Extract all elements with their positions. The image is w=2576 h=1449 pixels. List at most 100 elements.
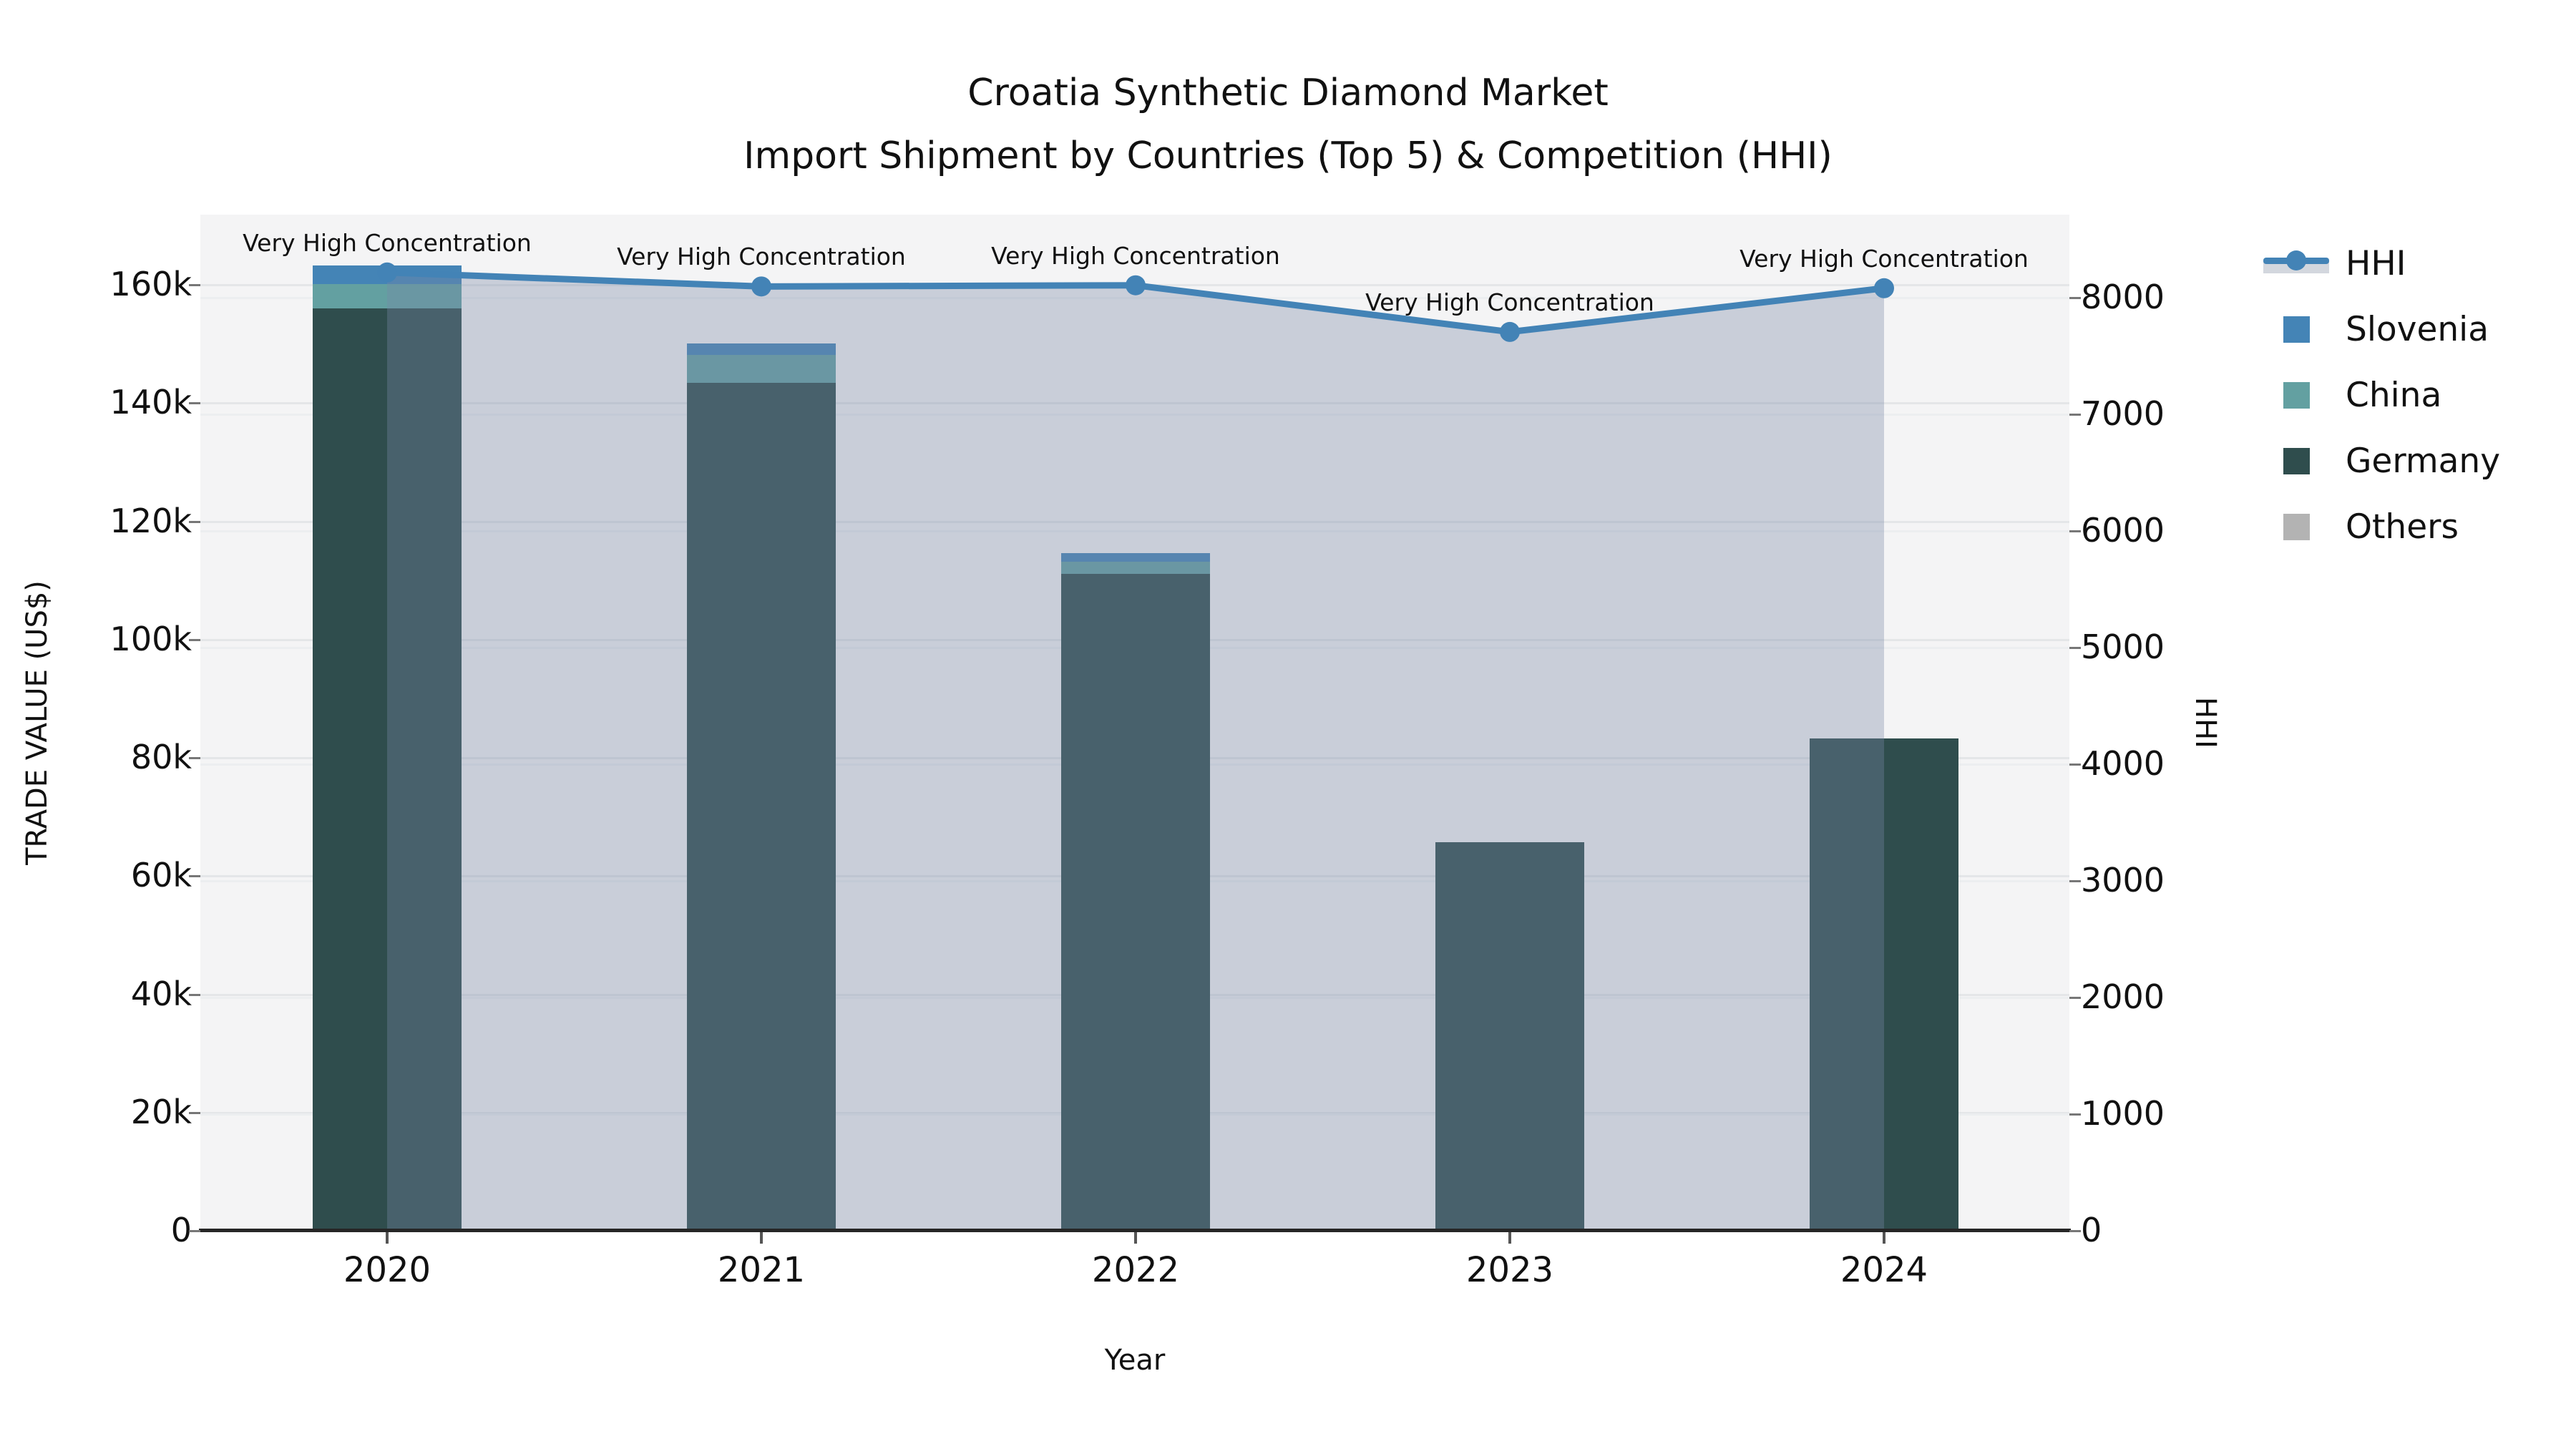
legend-hhi-marker-swatch	[2286, 250, 2306, 270]
x-axis-title: Year	[1104, 1344, 1166, 1377]
legend-swatch-germany	[2258, 447, 2334, 474]
gridline-right	[200, 297, 2075, 299]
y-left-tick-label: 40k	[130, 974, 192, 1013]
legend-color-swatch	[2283, 447, 2310, 474]
legend-swatch-others	[2258, 513, 2334, 540]
y-right-tickmark	[2069, 880, 2081, 882]
x-tickmark	[1883, 1232, 1885, 1244]
y-left-tick-label: 160k	[109, 265, 192, 303]
gridline-left	[195, 520, 2069, 523]
legend-swatch-china	[2258, 381, 2334, 409]
x-axis-spine	[199, 1229, 2071, 1232]
y-right-tickmark	[2069, 1113, 2081, 1116]
bar-segment-germany-2021	[687, 382, 836, 1230]
y-right-tick-label: 5000	[2081, 628, 2165, 666]
chart-subtitle: Import Shipment by Countries (Top 5) & C…	[743, 135, 1833, 177]
hhi-marker-2020	[377, 262, 397, 283]
y-left-tickmark	[189, 875, 200, 878]
legend-item-china: China	[2258, 362, 2500, 428]
y-right-axis-title: HHI	[2189, 697, 2222, 748]
y-right-tickmark	[2069, 647, 2081, 649]
y-right-tick-label: 3000	[2081, 861, 2165, 899]
y-left-tick-label: 80k	[130, 738, 192, 776]
annotation-2022: Very High Concentration	[991, 241, 1280, 270]
legend-item-hhi: HHI	[2258, 230, 2500, 296]
legend-label: Others	[2346, 507, 2459, 547]
hhi-marker-2022	[1126, 275, 1146, 296]
bar-segment-germany-2024	[1810, 738, 1958, 1230]
y-right-tick-label: 1000	[2081, 1094, 2165, 1133]
y-right-tickmark	[2069, 297, 2081, 299]
y-left-tickmark	[189, 993, 200, 996]
x-tickmark	[1508, 1232, 1511, 1244]
chart-title-block: Croatia Synthetic Diamond Market Import …	[0, 62, 2576, 187]
x-tickmark	[386, 1232, 389, 1244]
annotation-2023: Very High Concentration	[1365, 288, 1654, 316]
legend-color-swatch	[2283, 513, 2310, 540]
y-right-tick-label: 8000	[2081, 278, 2165, 316]
y-left-tickmark	[189, 520, 200, 523]
legend-item-slovenia: Slovenia	[2258, 296, 2500, 362]
bar-segment-china-2021	[687, 355, 836, 383]
annotation-2021: Very High Concentration	[617, 243, 906, 271]
annotation-2020: Very High Concentration	[243, 228, 532, 257]
hhi-marker-2021	[751, 276, 771, 297]
legend-label: Slovenia	[2346, 309, 2489, 349]
y-right-tick-label: 6000	[2081, 511, 2165, 550]
y-left-tickmark	[189, 284, 200, 286]
bar-segment-germany-2022	[1061, 573, 1210, 1230]
y-left-tick-label: 140k	[109, 383, 192, 422]
hhi-marker-2023	[1500, 321, 1520, 342]
y-right-tickmark	[2069, 997, 2081, 999]
y-left-tickmark	[189, 638, 200, 641]
x-tickmark	[760, 1232, 763, 1244]
legend-label: Germany	[2346, 441, 2501, 481]
gridline-right	[200, 414, 2075, 416]
legend-label: China	[2346, 375, 2442, 415]
x-tick-label-2020: 2020	[343, 1250, 431, 1290]
hhi-area-fill	[387, 272, 1884, 1230]
legend-color-swatch	[2283, 381, 2310, 409]
hhi-marker-2024	[1874, 278, 1894, 298]
y-left-tickmark	[189, 402, 200, 405]
x-tick-label-2023: 2023	[1465, 1250, 1554, 1290]
y-left-tickmark	[189, 1111, 200, 1114]
gridline-right	[200, 530, 2075, 532]
bar-segment-slovenia-2021	[687, 343, 836, 356]
y-left-tick-label: 20k	[130, 1092, 192, 1131]
bar-segment-germany-2020	[313, 308, 462, 1230]
y-right-tick-label: 2000	[2081, 977, 2165, 1016]
y-right-tickmark	[2069, 530, 2081, 532]
y-right-tick-label: 0	[2081, 1211, 2102, 1249]
bar-segment-china-2020	[313, 284, 462, 308]
x-tickmark	[1134, 1232, 1137, 1244]
x-tick-label-2022: 2022	[1091, 1250, 1180, 1290]
legend: HHI Slovenia China Germany Others	[2258, 230, 2500, 560]
y-right-tickmark	[2069, 414, 2081, 416]
y-right-tickmark	[2069, 1230, 2081, 1232]
y-right-tick-label: 4000	[2081, 744, 2165, 783]
y-left-tick-label: 120k	[109, 501, 192, 540]
bar-segment-slovenia-2022	[1061, 552, 1210, 562]
y-left-tick-label: 0	[170, 1211, 192, 1249]
y-left-tickmark	[189, 757, 200, 759]
y-left-tick-label: 60k	[130, 856, 192, 895]
legend-color-swatch	[2283, 316, 2310, 343]
bar-segment-china-2022	[1061, 561, 1210, 574]
legend-swatch-hhi	[2258, 249, 2334, 278]
gridline-left	[195, 402, 2069, 405]
x-tick-label-2024: 2024	[1840, 1250, 1928, 1290]
bar-segment-germany-2023	[1435, 841, 1584, 1230]
annotation-2024: Very High Concentration	[1740, 244, 2029, 273]
chart-title: Croatia Synthetic Diamond Market	[967, 72, 1609, 114]
legend-swatch-slovenia	[2258, 316, 2334, 343]
x-tick-label-2021: 2021	[717, 1250, 806, 1290]
y-left-axis-title: TRADE VALUE (US$)	[21, 580, 54, 865]
y-right-tick-label: 7000	[2081, 394, 2165, 433]
legend-label: HHI	[2346, 243, 2406, 283]
y-right-tickmark	[2069, 763, 2081, 766]
legend-item-germany: Germany	[2258, 428, 2500, 494]
legend-item-others: Others	[2258, 494, 2500, 560]
y-left-tickmark	[189, 1230, 200, 1232]
